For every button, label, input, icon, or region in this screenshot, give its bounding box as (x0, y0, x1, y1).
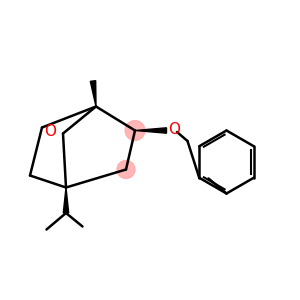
Polygon shape (63, 188, 69, 213)
Text: O: O (168, 122, 180, 136)
Circle shape (117, 160, 135, 178)
Text: O: O (44, 124, 56, 140)
Polygon shape (135, 128, 166, 133)
Circle shape (125, 121, 145, 140)
Polygon shape (90, 81, 96, 106)
